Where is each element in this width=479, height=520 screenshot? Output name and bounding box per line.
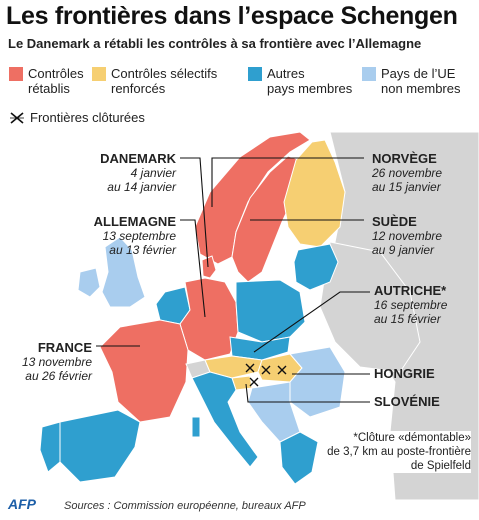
- country-poland: [235, 279, 306, 343]
- dates-line1: 26 novembre: [372, 166, 443, 180]
- fence-icon: [10, 111, 24, 124]
- legend-swatch-yellow: [92, 67, 106, 81]
- legend-label-line2: renforcés: [111, 81, 166, 96]
- label-norvege: NORVÈGE 26 novembre au 15 janvier: [372, 151, 472, 195]
- label-danemark: DANEMARK 4 janvier au 14 janvier: [70, 151, 176, 195]
- legend-label-line1: Autres: [267, 66, 305, 81]
- callout-line-allemagne: [180, 219, 206, 318]
- footnote-line2: de 3,7 km au poste-frontière: [327, 446, 471, 458]
- country-norway: [194, 132, 311, 265]
- footnote: *Clôture «démontable» de 3,7 km au poste…: [327, 431, 471, 473]
- country-name-autriche: AUTRICHE*: [374, 283, 447, 298]
- dates-line1: 16 septembre: [374, 298, 448, 312]
- label-france: FRANCE 13 novembre au 26 février: [0, 340, 92, 384]
- fence-legend-label: Frontières clôturées: [30, 110, 145, 125]
- country-germany: [179, 277, 239, 361]
- legend-label-line2: non membres: [381, 81, 461, 96]
- country-name-hongrie: HONGRIE: [374, 366, 435, 381]
- country-greece: [279, 431, 319, 485]
- country-ireland: [77, 267, 101, 298]
- label-slovenie: SLOVÉNIE: [374, 395, 474, 409]
- legend-item-fence: Frontières clôturées: [9, 110, 145, 125]
- label-suede: SUÈDE 12 novembre au 9 janvier: [372, 214, 472, 258]
- dates-line1: 4 janvier: [130, 166, 176, 180]
- legend-label-line1: Contrôles: [28, 66, 84, 81]
- dates-line1: 13 novembre: [21, 355, 92, 369]
- fence-markers: [245, 363, 287, 387]
- fence-icon: [245, 363, 255, 373]
- ukraine-belarus-region: [319, 241, 421, 373]
- callout-line-autriche: [253, 291, 370, 353]
- callout-lines: [96, 157, 370, 403]
- callout-line-norvege: [211, 157, 364, 207]
- legend-label-line2: pays membres: [267, 81, 353, 96]
- dates-line2: au 13 février: [109, 243, 176, 257]
- legend-item-autres-membres: Autres pays membres: [248, 66, 352, 96]
- country-uk: [101, 236, 146, 308]
- legend-label-line1: Contrôles sélectifs: [111, 66, 218, 81]
- dates-line2: au 15 février: [374, 312, 441, 326]
- island-sardinia: [191, 416, 201, 438]
- legend-label: Autres pays membres: [267, 66, 352, 96]
- map-title: Les frontières dans l’espace Schengen: [6, 2, 458, 30]
- country-name-allemagne: ALLEMAGNE: [93, 214, 176, 229]
- legend-label-line1: Pays de l’UE: [381, 66, 456, 81]
- europe-map: [0, 132, 479, 500]
- footnote-line1: *Clôture «démontable»: [353, 432, 471, 444]
- country-denmark: [201, 255, 217, 279]
- map-subtitle: Le Danemark a rétabli les contrôles à sa…: [8, 36, 422, 51]
- callout-line-danemark: [180, 157, 209, 268]
- legend-item-ue-non-membres: Pays de l’UE non membres: [362, 66, 460, 96]
- country-name-suede: SUÈDE: [372, 214, 417, 229]
- legend-swatch-red: [9, 67, 23, 81]
- dates-line2: au 14 janvier: [107, 180, 176, 194]
- dates-line2: au 26 février: [25, 369, 92, 383]
- country-name-danemark: DANEMARK: [100, 151, 176, 166]
- legend-item-controles-selectifs: Contrôles sélectifs renforcés: [92, 66, 217, 96]
- dates-line2: au 15 janvier: [372, 180, 441, 194]
- callout-line-slovenie: [245, 383, 370, 403]
- fence-icon: [261, 365, 271, 375]
- label-autriche: AUTRICHE* 16 septembre au 15 février: [374, 283, 474, 327]
- legend-label: Pays de l’UE non membres: [381, 66, 460, 96]
- source-credit: Sources : Commission européenne, bureaux…: [64, 500, 306, 512]
- label-hongrie: HONGRIE: [374, 367, 474, 381]
- country-name-norvege: NORVÈGE: [372, 151, 437, 166]
- afp-logo: AFP: [8, 496, 36, 512]
- dates-line1: 12 novembre: [372, 229, 443, 243]
- country-baltics: [293, 243, 339, 291]
- label-allemagne: ALLEMAGNE 13 septembre au 13 février: [60, 214, 176, 258]
- footnote-line3: de Spielfeld: [410, 460, 471, 472]
- country-name-france: FRANCE: [37, 340, 92, 355]
- legend-label: Contrôles sélectifs renforcés: [111, 66, 217, 96]
- fence-icon: [277, 365, 287, 375]
- country-spain: [59, 409, 141, 483]
- country-sweden: [231, 155, 301, 283]
- legend-item-controles-retablis: Contrôles rétablis: [9, 66, 84, 96]
- fence-icon: [249, 377, 259, 387]
- legend-label-line2: rétablis: [28, 81, 70, 96]
- legend-swatch-blue: [248, 67, 262, 81]
- legend-label: Contrôles rétablis: [28, 66, 84, 96]
- country-name-slovenie: SLOVÉNIE: [374, 394, 440, 409]
- legend-swatch-light-blue: [362, 67, 376, 81]
- dates-line2: au 9 janvier: [372, 243, 435, 257]
- country-italy: [191, 371, 259, 468]
- country-portugal: [39, 421, 61, 473]
- country-romania-bulgaria: [289, 346, 346, 418]
- dates-line1: 13 septembre: [102, 229, 176, 243]
